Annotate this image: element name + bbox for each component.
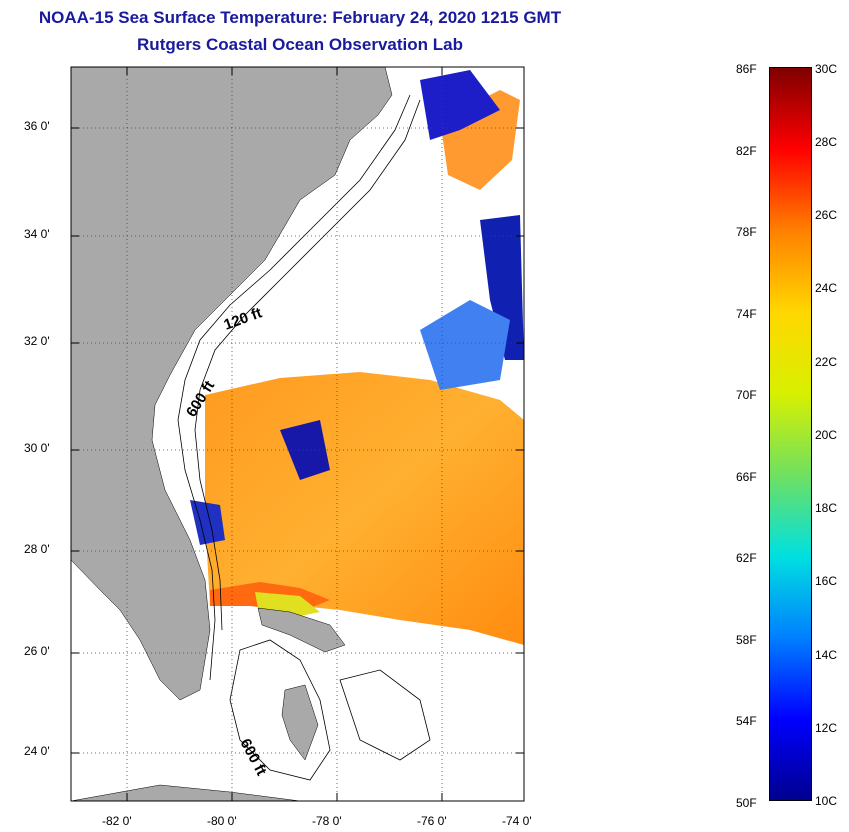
cb-f-50: 50F: [736, 796, 757, 810]
land-mainland: [71, 67, 393, 701]
cb-c-14: 14C: [815, 648, 838, 662]
lon-label-78: -78 0': [312, 814, 342, 828]
contour-120ft: [177, 94, 411, 681]
lat-label-26: 26 0': [24, 644, 50, 658]
cb-f-58: 58F: [736, 633, 757, 647]
cb-f-78: 78F: [736, 225, 757, 239]
cb-f-70: 70F: [736, 388, 757, 402]
cb-c-20: 20C: [815, 428, 838, 442]
sst-cold-patch-coast: [190, 500, 225, 545]
map-title: NOAA-15 Sea Surface Temperature: Februar…: [38, 8, 562, 27]
lat-label-28: 28 0': [24, 542, 50, 556]
cb-f-74: 74F: [736, 307, 757, 321]
cb-c-24: 24C: [815, 281, 838, 295]
lon-label-76: -76 0': [417, 814, 447, 828]
lon-label-80: -80 0': [207, 814, 237, 828]
contour-600ft: [194, 99, 421, 631]
lat-label-32: 32 0': [24, 334, 50, 348]
cb-c-28: 28C: [815, 135, 838, 149]
cb-f-66: 66F: [736, 470, 757, 484]
lon-label-74: -74 0': [502, 814, 532, 828]
cb-f-82: 82F: [736, 144, 757, 158]
contour-bahamas: [229, 639, 431, 781]
land-cuba: [71, 784, 301, 801]
land-bahamas-north: [257, 607, 346, 653]
sst-cold-patch-east: [480, 215, 524, 360]
sst-cold-patch-center: [280, 420, 330, 480]
cb-c-26: 26C: [815, 208, 838, 222]
cb-c-22: 22C: [815, 355, 838, 369]
cb-c-16: 16C: [815, 574, 838, 588]
lat-label-36: 36 0': [24, 119, 50, 133]
cb-c-30: 30C: [815, 62, 838, 76]
lat-label-34: 34 0': [24, 227, 50, 241]
cb-f-86: 86F: [736, 62, 757, 76]
cb-f-62: 62F: [736, 551, 757, 565]
lon-label-82: -82 0': [102, 814, 132, 828]
axis-ticks: [71, 67, 524, 801]
lat-label-24: 24 0': [24, 744, 50, 758]
cb-c-10: 10C: [815, 794, 838, 808]
land-andros: [281, 684, 319, 761]
sst-cold-patch-ne: [420, 70, 500, 140]
sst-cold-patch-mid: [420, 300, 510, 390]
temperature-colorbar: [769, 67, 812, 801]
map-frame: [70, 66, 525, 802]
cb-f-54: 54F: [736, 714, 757, 728]
cb-c-18: 18C: [815, 501, 838, 515]
map-subtitle: Rutgers Coastal Ocean Observation Lab: [137, 35, 463, 54]
lat-label-30: 30 0': [24, 441, 50, 455]
cb-c-12: 12C: [815, 721, 838, 735]
